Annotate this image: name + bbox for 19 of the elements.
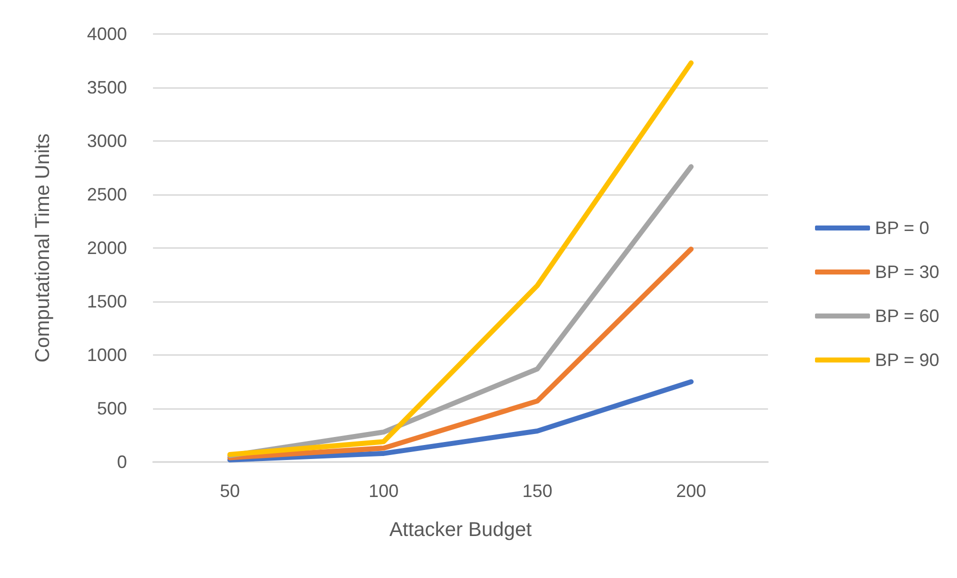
x-tick-label: 200 (676, 481, 706, 501)
y-tick-label: 3500 (86, 78, 127, 98)
x-tick-label: 50 (220, 481, 240, 501)
legend-label: BP = 60 (875, 306, 940, 326)
y-tick-label: 2500 (86, 184, 127, 204)
y-tick-label: 2000 (86, 238, 127, 258)
legend-label: BP = 30 (875, 262, 940, 282)
x-axis-title: Attacker Budget (389, 519, 532, 541)
legend-label: BP = 90 (875, 350, 940, 370)
y-axis-title: Computational Time Units (32, 134, 54, 362)
y-tick-label: 4000 (86, 24, 127, 44)
x-tick-label: 150 (522, 481, 552, 501)
legend-label: BP = 0 (875, 218, 930, 238)
y-tick-label: 1500 (86, 292, 127, 312)
y-tick-label: 3000 (86, 131, 127, 151)
y-tick-label: 1000 (86, 345, 127, 365)
x-tick-label: 100 (368, 481, 399, 501)
y-tick-label: 500 (96, 398, 127, 418)
y-tick-label: 0 (116, 452, 127, 472)
